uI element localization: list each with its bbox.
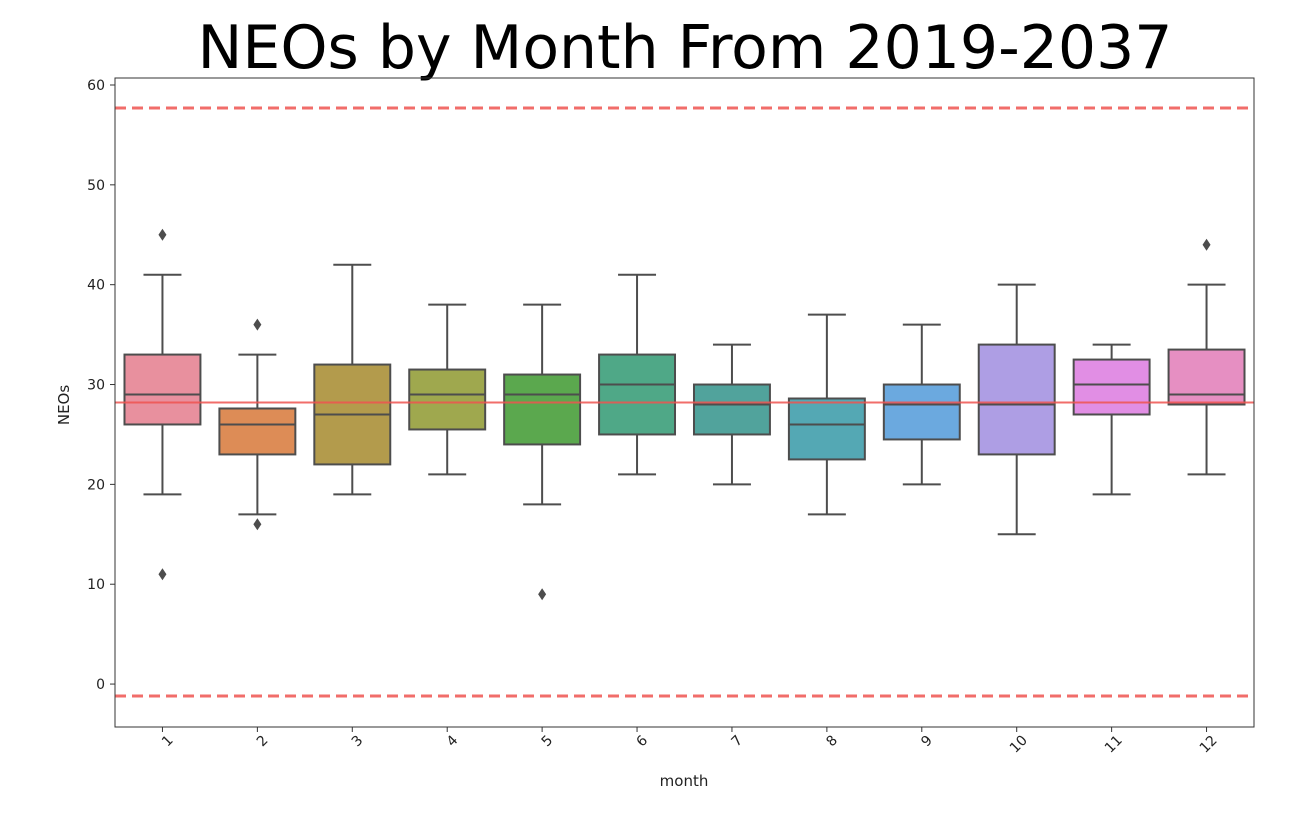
chart-title: NEOs by Month From 2019-2037 (198, 13, 1173, 83)
y-tick-label: 10 (87, 577, 105, 593)
x-tick-label: 8 (823, 733, 841, 751)
y-tick-label: 60 (87, 78, 105, 94)
box-iqr (1167, 348, 1246, 406)
box-iqr (123, 353, 202, 426)
box-iqr (882, 383, 961, 441)
box-outlier (158, 568, 167, 581)
y-tick-label: 50 (87, 178, 105, 194)
box-iqr (787, 397, 866, 461)
box-outlier (253, 318, 262, 331)
x-tick-label: 7 (728, 733, 746, 751)
box-iqr (1072, 358, 1151, 416)
box-iqr (503, 373, 582, 446)
x-axis-label: month (660, 772, 709, 790)
box-outlier (1202, 238, 1211, 251)
x-tick-label: 4 (444, 732, 462, 750)
box-iqr (598, 353, 677, 436)
x-tick-label: 6 (634, 732, 652, 750)
x-tick-label: 5 (539, 733, 557, 751)
x-tick-label: 11 (1102, 733, 1126, 757)
x-tick-label: 1 (159, 733, 177, 751)
box-outlier (538, 588, 547, 601)
box-outlier (158, 228, 167, 241)
y-tick-label: 40 (87, 278, 105, 294)
x-tick-label: 3 (349, 733, 367, 751)
plot-frame (114, 77, 1255, 728)
box-iqr (977, 343, 1056, 456)
y-axis-label: NEOs (55, 385, 73, 426)
x-tick-label: 12 (1197, 733, 1221, 757)
x-tick-label: 9 (918, 733, 936, 751)
box-iqr (218, 407, 297, 456)
x-tick-label: 2 (254, 733, 272, 751)
box-outlier (253, 518, 262, 531)
y-tick-label: 30 (87, 378, 105, 394)
box-iqr (408, 368, 487, 431)
y-tick-label: 0 (96, 677, 105, 693)
x-tick-label: 10 (1007, 733, 1031, 757)
y-tick-label: 20 (87, 477, 105, 493)
box-iqr (692, 383, 771, 436)
